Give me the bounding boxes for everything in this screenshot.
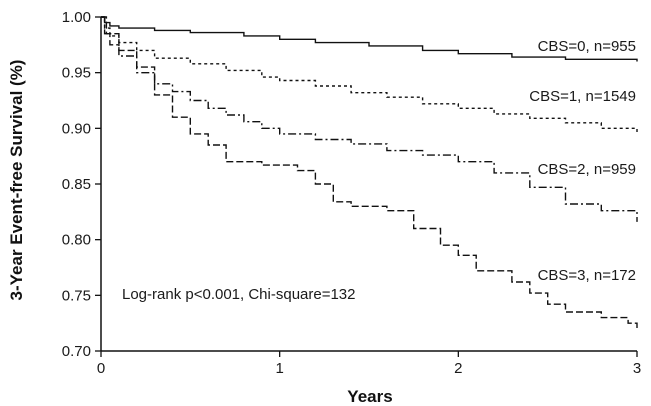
x-tick-label: 2: [454, 360, 462, 377]
y-axis-title: 3-Year Event-free Survival (%): [7, 60, 26, 301]
series-line-cbs-3: [101, 16, 638, 329]
y-tick-label: 0.70: [62, 343, 91, 360]
x-axis-title: Years: [347, 387, 392, 406]
series-layer: [101, 16, 638, 329]
y-tick-label: 0.85: [62, 176, 91, 193]
y-tick-label: 0.95: [62, 65, 91, 82]
y-tick-label: 1.00: [62, 9, 91, 26]
y-tick-label: 0.90: [62, 120, 91, 137]
y-tick-label: 0.75: [62, 287, 91, 304]
log-rank-annotation: Log-rank p<0.001, Chi-square=132: [122, 286, 356, 303]
series-label-cbs-1: CBS=1, n=1549: [529, 88, 636, 105]
series-line-cbs-1: [101, 16, 638, 133]
y-tick-label: 0.80: [62, 232, 91, 249]
labels-layer: CBS=0, n=955 CBS=1, n=1549 CBS=2, n=959 CBS…: [529, 38, 636, 284]
x-tick-label: 0: [97, 360, 105, 377]
x-tick-label: 1: [275, 360, 283, 377]
x-tick-label: 3: [633, 360, 641, 377]
series-line-cbs-0: [101, 16, 638, 62]
series-label-cbs-3: CBS=3, n=172: [538, 267, 636, 284]
axes: 0.70 0.75 0.80 0.85 0.90 0.95 1.00 0 1 2 3: [62, 9, 641, 377]
series-label-cbs-0: CBS=0, n=955: [538, 38, 636, 55]
series-label-cbs-2: CBS=2, n=959: [538, 161, 636, 178]
